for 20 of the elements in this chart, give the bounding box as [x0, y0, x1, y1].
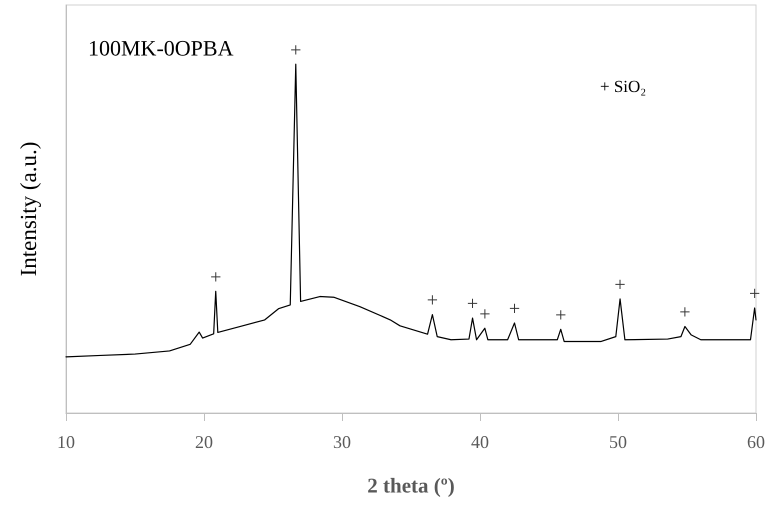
x-tick-label: 30: [333, 432, 351, 452]
y-axis-title: Intensity (a.u.): [16, 142, 41, 276]
text: 100MK-0OPBA: [88, 36, 234, 60]
x-tick-label: 40: [471, 432, 489, 452]
annotation: +: [508, 298, 520, 320]
annotation: +: [679, 302, 691, 324]
annotation: +: [426, 290, 438, 312]
annotation: +: [466, 293, 478, 316]
annotation: +: [555, 304, 566, 326]
x-tick-label: 10: [57, 432, 75, 452]
x-tick-label: 20: [195, 432, 213, 452]
annotation: +: [479, 303, 490, 326]
annotation: + SiO₂: [600, 77, 646, 96]
annotation: +: [210, 266, 222, 288]
annotation: +: [614, 274, 626, 296]
x-tick-label: 50: [609, 432, 627, 452]
annotation: +: [290, 39, 302, 62]
annotation: +: [748, 283, 760, 306]
x-tick-label: 60: [747, 432, 765, 452]
x-axis-title: 2 theta (º): [367, 474, 455, 498]
